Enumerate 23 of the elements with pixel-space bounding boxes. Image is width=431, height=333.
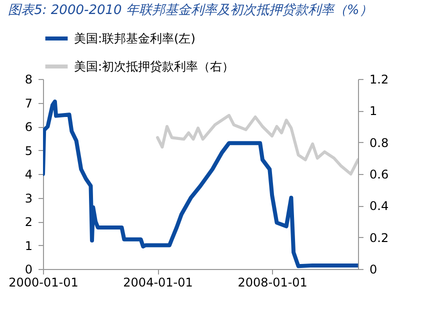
- y2-tick-label: 1: [370, 104, 378, 118]
- y2-tick-label: 1.2: [370, 72, 389, 86]
- legend-label: 美国:联邦基金利率(左): [74, 32, 196, 46]
- line-series: [156, 114, 358, 176]
- y-tick-label: 4: [24, 168, 32, 182]
- y2-tick-label: 0.2: [370, 230, 389, 245]
- y-tick-label: 6: [24, 120, 32, 134]
- y2-tick-label: 0.4: [370, 199, 389, 214]
- y2-tick-label: 0.6: [370, 168, 389, 182]
- y-tick-label: 0: [24, 262, 32, 276]
- y-tick-label: 3: [24, 191, 32, 206]
- y-tick-label: 7: [24, 96, 32, 110]
- legend-label: 美国:初次抵押贷款利率（右）: [74, 60, 234, 74]
- y2-tick-label: 0.8: [370, 136, 389, 150]
- y-tick-label: 8: [24, 72, 32, 86]
- chart-title: 图表5: 2000-2010 年联邦基金利率及初次抵押贷款利率（%）: [8, 2, 372, 18]
- x-tick-label: 2000-01-01: [8, 276, 78, 290]
- x-tick-label: 2008-01-01: [238, 276, 308, 290]
- y-tick-label: 5: [24, 144, 32, 158]
- x-tick-label: 2004-01-01: [123, 276, 193, 290]
- y-tick-label: 1: [24, 238, 32, 253]
- y-tick-label: 2: [24, 215, 32, 229]
- y2-tick-label: 0: [370, 262, 378, 276]
